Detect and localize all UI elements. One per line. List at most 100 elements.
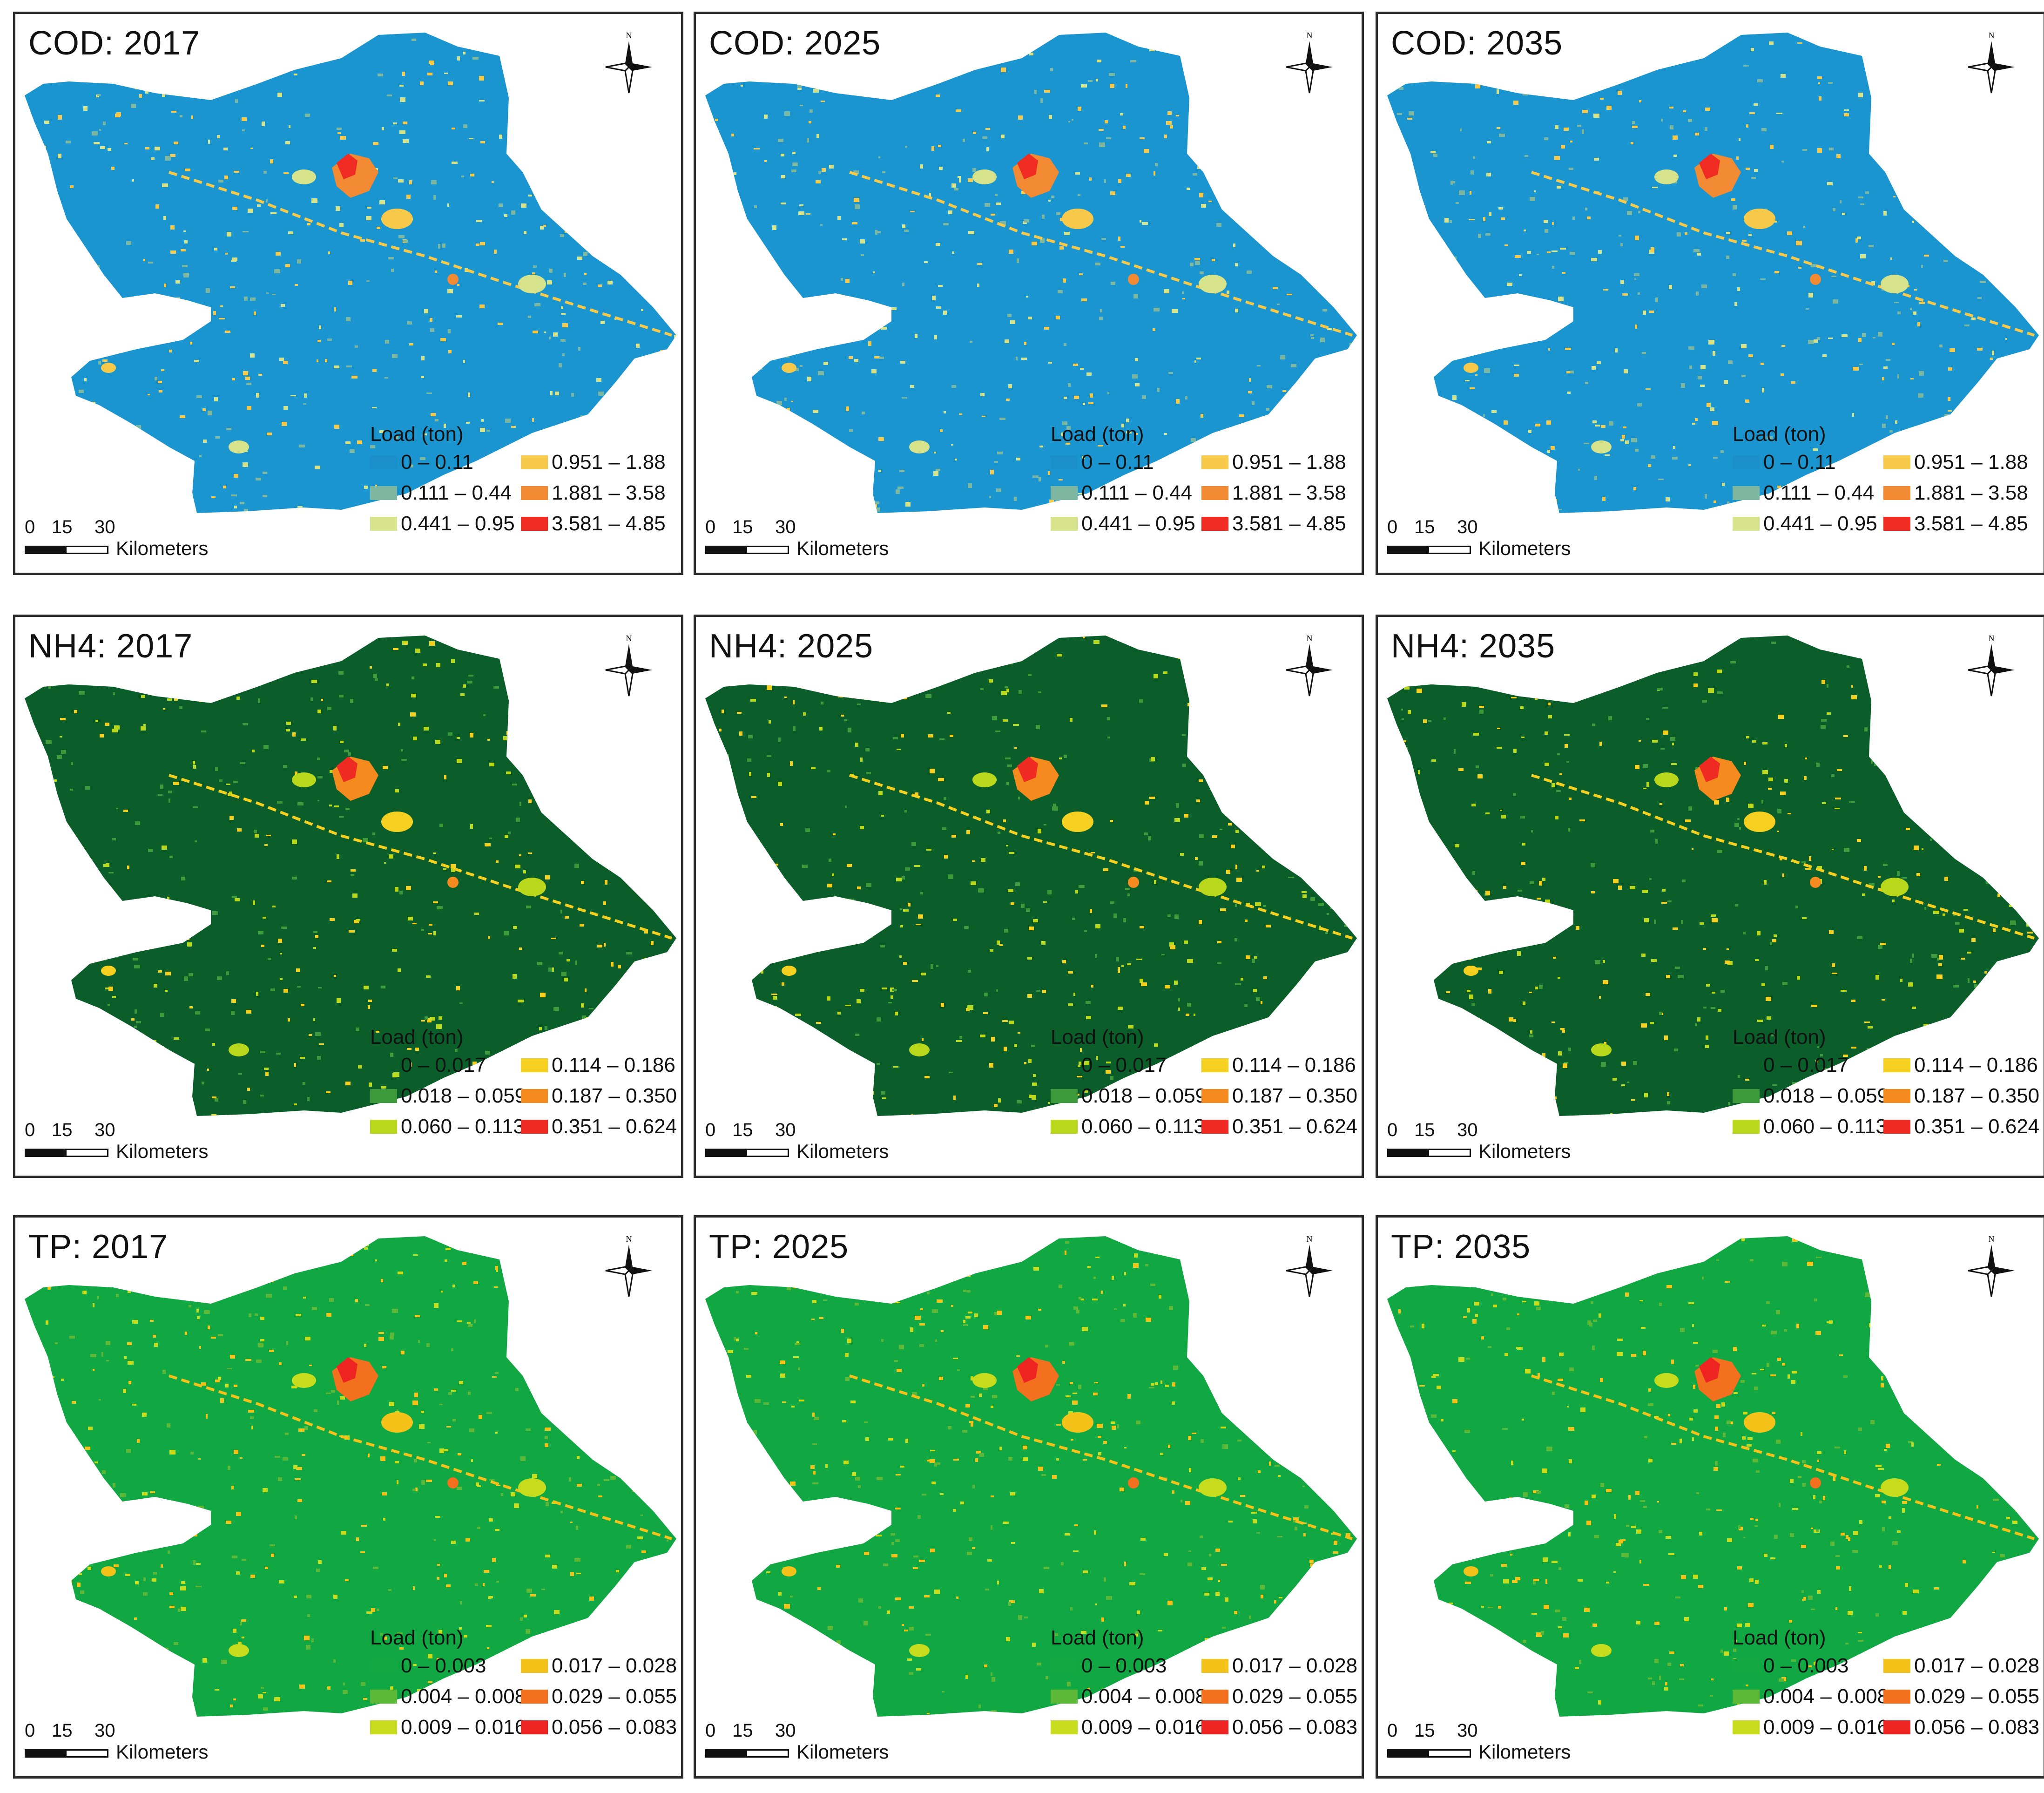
legend-swatch [521,1659,548,1673]
legend-swatch [370,1690,397,1704]
legend-swatch [521,1690,548,1704]
scale-tick-label: 15 [1414,1120,1435,1140]
legend-item: 0.351 – 0.624 [521,1115,677,1138]
legend-item: 0 – 0.11 [1733,451,1882,474]
scale-bar: 0 15 30 Kilometers [25,1120,239,1171]
legend-swatch [370,486,397,500]
scale-tick-label: 30 [1457,1720,1478,1741]
watershed-area [25,1236,676,1717]
legend-label: 0 – 0.11 [1763,451,1836,474]
legend-item: 0.004 – 0.008 [370,1685,526,1708]
legend-label: 0 – 0.11 [1081,451,1154,474]
scale-unit-label: Kilometers [116,537,209,559]
legend-title: Load (ton) [370,1026,464,1049]
legend-item: 0.018 – 0.059 [1733,1084,1889,1108]
legend-item: 0.441 – 0.95 [1733,512,1882,535]
scale-tick-label: 15 [732,517,753,537]
panel-title: NH4: 2025 [709,628,874,665]
legend-swatch [1051,517,1078,531]
legend-swatch [1733,1659,1760,1673]
legend-label: 0.114 – 0.186 [1232,1054,1356,1076]
legend-item: 0.060 – 0.113 [1733,1115,1887,1138]
legend-item: 0.187 – 0.350 [521,1084,677,1108]
scale-bar: 0 15 30 Kilometers [705,517,919,568]
north-label: N [1307,1234,1313,1244]
legend-label: 0.017 – 0.028 [1914,1654,2040,1677]
legend-swatch [1733,1720,1760,1734]
legend-label: 0.018 – 0.059 [1081,1084,1207,1107]
scale-bar-graphic [25,546,108,554]
legend-swatch [521,1089,548,1103]
legend-label: 0 – 0.017 [401,1054,486,1076]
north-label: N [1989,634,1995,643]
legend-title: Load (ton) [1051,423,1144,446]
legend-item: 0 – 0.003 [1051,1654,1200,1678]
scale-bar: 0 15 30 Kilometers [705,1720,919,1772]
scale-tick-label: 0 [1387,517,1398,537]
legend-label: 0.018 – 0.059 [1763,1084,1889,1107]
scale-tick-label: 30 [94,517,115,537]
legend-swatch [370,455,397,469]
legend-item: 0.017 – 0.028 [521,1654,677,1678]
scale-unit-label: Kilometers [796,1741,889,1763]
legend-swatch [1201,486,1228,500]
legend-label: 0.056 – 0.083 [552,1716,677,1739]
scale-unit-label: Kilometers [1478,1741,1571,1763]
legend-swatch [1883,455,1910,469]
legend-title: Load (ton) [1733,423,1826,446]
panel-title: TP: 2025 [709,1228,849,1265]
scale-bar-graphic [1387,1749,1471,1758]
legend-label: 0.018 – 0.059 [401,1084,526,1107]
watershed-area [705,1236,1357,1717]
legend-item: 3.581 – 4.85 [521,512,670,535]
watershed-map [1387,1236,2039,1717]
legend-label: 0.111 – 0.44 [1763,481,1875,504]
legend-item: 0.056 – 0.083 [521,1716,677,1739]
legend-item: 0.009 – 0.016 [1051,1716,1207,1739]
legend-swatch [1201,455,1228,469]
watershed-area [1387,1236,2039,1717]
scale-tick-label: 0 [1387,1120,1398,1140]
legend-item: 0.441 – 0.95 [370,512,519,535]
legend-swatch [1201,1720,1228,1734]
legend-label: 0.187 – 0.350 [552,1084,677,1107]
panel-title: NH4: 2017 [28,628,193,665]
legend-item: 0.951 – 1.88 [1883,451,2032,474]
legend-label: 0.351 – 0.624 [552,1115,677,1138]
legend-label: 0.029 – 0.055 [552,1685,677,1708]
legend-item: 0.111 – 0.44 [370,481,519,505]
scale-tick-label: 15 [732,1120,753,1140]
legend-label: 0.017 – 0.028 [1232,1654,1358,1677]
scale-bar: 0 15 30 Kilometers [1387,517,1601,568]
scale-tick-label: 15 [1414,517,1435,537]
north-arrow-icon: N [1968,31,2015,94]
legend-item: 3.581 – 4.85 [1883,512,2032,535]
north-arrow-icon: N [1286,634,1333,697]
legend-title: Load (ton) [370,1626,464,1649]
legend-title: Load (ton) [370,423,464,446]
legend-item: 0.018 – 0.059 [1051,1084,1207,1108]
legend-item: 0.187 – 0.350 [1883,1084,2039,1108]
watershed-map [705,33,1357,513]
watershed-map [1387,636,2039,1116]
legend-swatch [1051,1089,1078,1103]
scale-tick-label: 30 [1457,1120,1478,1140]
scale-tick-label: 30 [94,1120,115,1140]
legend-item: 1.881 – 3.58 [521,481,670,505]
legend-swatch [370,517,397,531]
legend-swatch [1733,1089,1760,1103]
legend-item: 0 – 0.017 [370,1054,519,1077]
legend: Load (ton) 0 – 0.11 0.951 – 1.88 0.111 – 0.… [1733,423,2040,535]
legend-label: 0.441 – 0.95 [1081,512,1195,535]
map-panel-nh4-0: NH4: 2017 N Load (ton) 0 – 0.017 0.114 – 0.1… [13,615,683,1178]
legend: Load (ton) 0 – 0.003 0.017 – 0.028 0.004 – … [1051,1626,1358,1739]
scale-tick-label: 30 [775,517,796,537]
scale-bar: 0 15 30 Kilometers [705,1120,919,1171]
legend-swatch [370,1659,397,1673]
scale-tick-label: 0 [705,517,716,537]
legend-label: 0.029 – 0.055 [1232,1685,1358,1708]
legend-swatch [1733,1058,1760,1072]
north-arrow-icon: N [1968,634,2015,697]
legend-label: 0.351 – 0.624 [1914,1115,2040,1138]
scale-bar: 0 15 30 Kilometers [25,1720,239,1772]
